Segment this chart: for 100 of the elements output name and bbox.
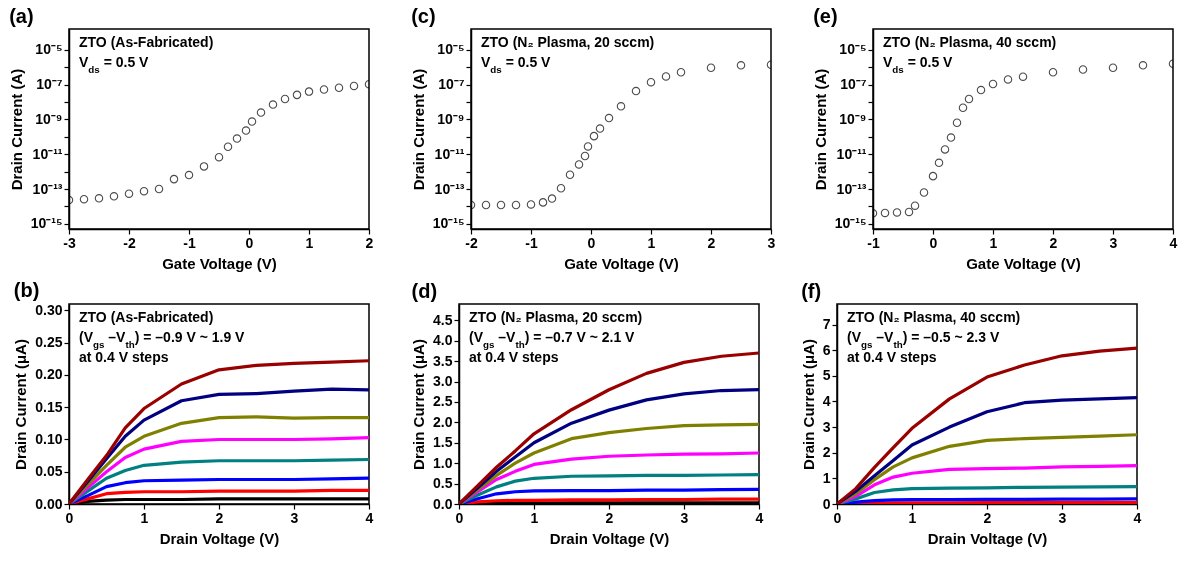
point (79, 194, 89, 204)
point (199, 162, 209, 171)
point (139, 186, 149, 196)
point (538, 198, 548, 207)
point (589, 131, 599, 141)
x-tick-label: -2 (123, 234, 136, 251)
point (349, 81, 359, 91)
x-tick-label: 1 (989, 234, 998, 251)
point (511, 200, 521, 210)
point (583, 142, 593, 151)
y-tick-label: 10⁻⁹ (839, 110, 867, 127)
x-tick-label: 2 (983, 509, 992, 526)
y-tick-label: 10⁻¹⁵ (432, 215, 465, 232)
y-tick-label: 10⁻¹¹ (434, 145, 465, 162)
point (169, 174, 179, 184)
point (946, 133, 956, 142)
y-tick-label: 0.10 (35, 430, 63, 447)
x-axis-title: Drain Voltage (V) (927, 529, 1048, 547)
point (547, 194, 557, 203)
x-tick-label: 2 (605, 509, 614, 526)
y-tick-label: 3 (822, 418, 831, 435)
chart-title: (e) (813, 5, 838, 27)
annotation: V$_{ds}$ = 0.5 V (481, 54, 552, 75)
point (574, 160, 584, 169)
y-tick-label: 10⁻¹⁵ (834, 215, 867, 232)
x-tick-label: -1 (183, 234, 196, 251)
point (892, 208, 902, 217)
chart-title: (b) (13, 279, 40, 302)
point (958, 103, 968, 113)
point (952, 118, 962, 127)
x-tick-label: 2 (365, 234, 374, 251)
point (1138, 61, 1148, 70)
point (580, 151, 590, 161)
point (646, 77, 656, 87)
point (988, 79, 998, 89)
point (604, 113, 614, 123)
y-tick-label: 0.25 (35, 334, 63, 351)
y-tick-label: 1.5 (433, 434, 453, 451)
y-tick-label: 10⁻⁷ (36, 76, 63, 93)
x-tick-label: 1 (140, 509, 149, 526)
y-tick-label: 10⁻¹¹ (32, 145, 63, 162)
annotation: ZTO (N₂ Plasma, 20 sccm) (469, 309, 643, 325)
y-tick-label: 4 (822, 392, 831, 409)
chart-title: (d) (411, 280, 438, 302)
point (676, 68, 686, 77)
y-tick-label: 0.00 (35, 495, 63, 512)
y-axis-title: Drain Current (A) (7, 68, 25, 191)
point (109, 192, 119, 201)
y-tick-label: 0.20 (35, 366, 63, 383)
x-tick-label: 0 (587, 234, 596, 251)
y-axis-title: Drain Current (μA) (410, 339, 428, 470)
y-tick-label: 10⁻¹¹ (836, 145, 867, 162)
y-tick-label: 6 (822, 341, 831, 358)
point (292, 90, 302, 100)
x-tick-label: 3 (1058, 509, 1067, 526)
x-tick-label: 4 (755, 509, 764, 526)
x-axis-title: Drain Voltage (V) (549, 529, 670, 547)
annotation: ZTO (N₂ Plasma, 40 sccm) (847, 309, 1021, 325)
point (319, 85, 329, 94)
point (904, 207, 914, 217)
point (334, 83, 344, 92)
point (1078, 65, 1088, 74)
y-tick-label: 10⁻¹³ (836, 180, 867, 197)
point (934, 158, 944, 168)
y-tick-label: 10⁻¹³ (434, 180, 465, 197)
y-tick-label: 10⁻¹³ (32, 180, 63, 197)
x-tick-label: -2 (465, 234, 478, 251)
point (496, 200, 506, 210)
y-tick-label: 3.0 (433, 373, 453, 390)
x-tick-label: -3 (63, 234, 76, 251)
point (880, 208, 890, 218)
y-tick-label: 10⁻⁵ (437, 41, 465, 58)
y-tick-label: 0.05 (35, 463, 63, 480)
y-axis-title: Drain Current (μA) (12, 339, 30, 470)
annotation: (V$_{gs}$ –V$_{th}$) = –0.7 V ~ 2.1 V (469, 329, 636, 350)
point (481, 200, 491, 210)
x-axis-title: Gate Voltage (V) (162, 254, 277, 272)
x-axis-title: Drain Voltage (V) (159, 529, 280, 547)
y-tick-label: 2 (822, 444, 831, 461)
point (304, 87, 314, 96)
point (268, 100, 278, 109)
y-axis-title: Drain Current (A) (811, 68, 829, 191)
annotation: ZTO (N₂ Plasma, 20 sccm) (481, 34, 655, 50)
point (214, 152, 224, 162)
x-tick-label: 3 (290, 509, 299, 526)
annotation: ZTO (As-Fabricated) (79, 34, 214, 50)
y-tick-label: 10⁻⁹ (35, 110, 63, 127)
point (154, 184, 164, 194)
point (661, 72, 671, 81)
point (223, 142, 233, 151)
point (241, 126, 251, 135)
y-tick-label: 1 (822, 469, 831, 486)
point (940, 145, 950, 154)
x-tick-label: 2 (707, 234, 716, 251)
y-tick-label: 10⁻⁵ (35, 41, 63, 58)
y-tick-label: 10⁻⁷ (438, 76, 465, 93)
point (94, 194, 104, 203)
annotation: V$_{ds}$ = 0.5 V (79, 54, 150, 75)
y-tick-label: 4.0 (433, 332, 453, 349)
y-axis-title: Drain Current (A) (409, 68, 427, 191)
